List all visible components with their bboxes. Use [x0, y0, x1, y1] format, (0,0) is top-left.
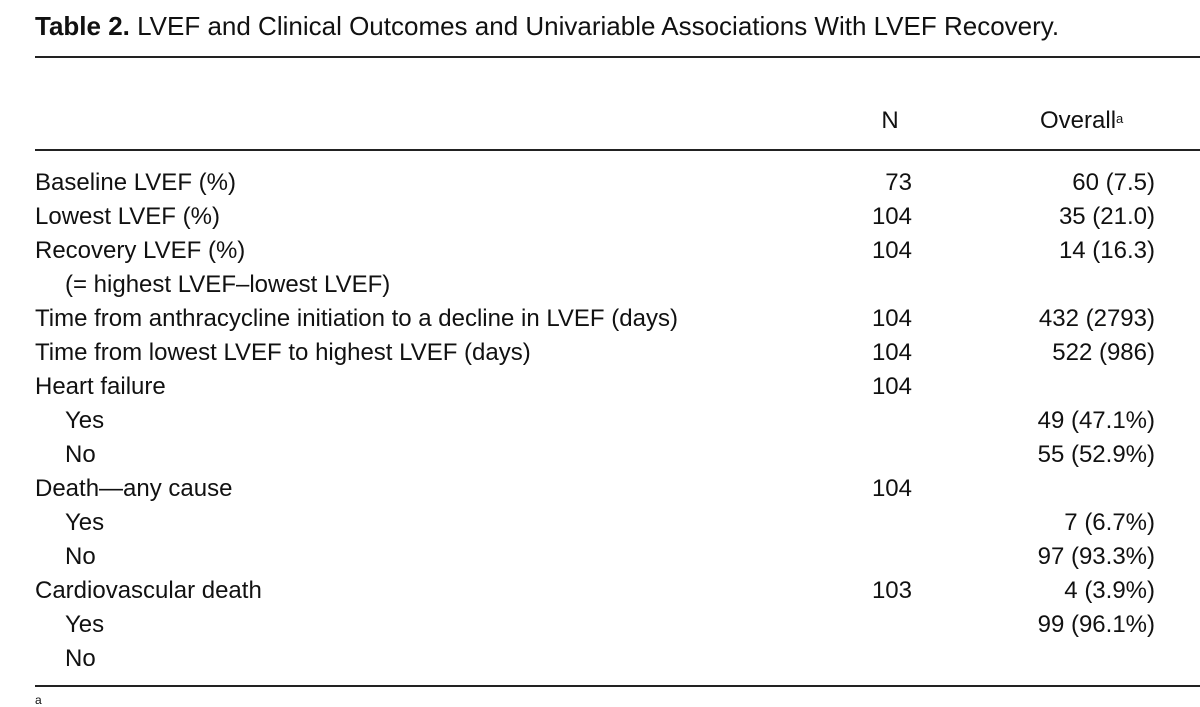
- table-row: Lowest LVEF (%) 104 35 (21.0): [0, 200, 1200, 234]
- row-overall-value: 35 (21.0): [1058, 203, 1155, 230]
- row-label: (= highest LVEF–lowest LVEF): [65, 271, 391, 298]
- row-label: Baseline LVEF (%): [35, 169, 236, 196]
- row-overall-value: 522 (986): [1052, 339, 1155, 366]
- table-row: (= highest LVEF–lowest LVEF): [0, 268, 1200, 302]
- row-overall-value: 60 (7.5): [1072, 169, 1155, 196]
- row-label: No: [65, 645, 96, 672]
- row-n-value: 103: [871, 577, 912, 604]
- row-overall-value: 49 (47.1%): [1037, 407, 1155, 434]
- column-header-overall: Overalla: [1040, 105, 1160, 137]
- row-label: Yes: [65, 407, 105, 434]
- table-row: Time from lowest LVEF to highest LVEF (d…: [0, 336, 1200, 370]
- row-overall-value: 99 (96.1%): [1037, 611, 1155, 638]
- row-n-value: 104: [871, 203, 912, 230]
- row-overall-value: 4 (3.9%): [1064, 577, 1155, 604]
- table-row: Heart failure 104: [0, 370, 1200, 404]
- row-label: Time from anthracycline initiation to a …: [35, 305, 678, 332]
- row-overall-value: 7 (6.7%): [1064, 509, 1155, 536]
- table-row: Yes 49 (47.1%): [0, 404, 1200, 438]
- row-overall-value: 55 (52.9%): [1037, 441, 1155, 468]
- row-overall-value: 432 (2793): [1038, 305, 1155, 332]
- table-row: Recovery LVEF (%) 104 14 (16.3): [0, 234, 1200, 268]
- row-label: Time from lowest LVEF to highest LVEF (d…: [35, 339, 531, 366]
- footnote-marker: a: [35, 693, 42, 707]
- row-label: No: [65, 543, 96, 570]
- row-overall-value: 97 (93.3%): [1037, 543, 1155, 570]
- table-caption-text: LVEF and Clinical Outcomes and Univariab…: [137, 11, 1060, 41]
- table-row: Time from anthracycline initiation to a …: [0, 302, 1200, 336]
- row-n-value: 104: [871, 475, 912, 502]
- table-row: No 55 (52.9%): [0, 438, 1200, 472]
- row-label: Lowest LVEF (%): [35, 203, 220, 230]
- row-n-value: 104: [871, 237, 912, 264]
- row-label: Death—any cause: [35, 475, 233, 502]
- header-rule: [35, 149, 1200, 151]
- row-label: No: [65, 441, 96, 468]
- table-row: No: [0, 642, 1200, 676]
- column-header-n: N: [881, 107, 899, 134]
- table-row: Death—any cause 104: [0, 472, 1200, 506]
- row-n-value: 104: [871, 339, 912, 366]
- row-overall-value: 14 (16.3): [1058, 237, 1155, 264]
- row-label: Recovery LVEF (%): [35, 237, 246, 264]
- table-row: No 97 (93.3%): [0, 540, 1200, 574]
- column-header-overall-text: Overall: [1040, 107, 1117, 134]
- row-label: Yes: [65, 509, 105, 536]
- overall-footnote-marker: a: [1116, 111, 1124, 126]
- table-row: Cardiovascular death 103 4 (3.9%): [0, 574, 1200, 608]
- bottom-rule: [35, 685, 1200, 687]
- row-n-value: 73: [885, 169, 912, 196]
- table-row: Yes 99 (96.1%): [0, 608, 1200, 642]
- row-label: Cardiovascular death: [35, 577, 262, 604]
- row-n-value: 104: [871, 305, 912, 332]
- top-rule: [35, 56, 1200, 58]
- row-n-value: 104: [871, 373, 912, 400]
- table-caption: Table 2. LVEF and Clinical Outcomes and …: [35, 6, 1059, 46]
- row-label: Yes: [65, 611, 105, 638]
- table-row: Baseline LVEF (%) 73 60 (7.5): [0, 166, 1200, 200]
- row-label: Heart failure: [35, 373, 166, 400]
- table-caption-label: Table 2.: [35, 11, 130, 41]
- table-row: Yes 7 (6.7%): [0, 506, 1200, 540]
